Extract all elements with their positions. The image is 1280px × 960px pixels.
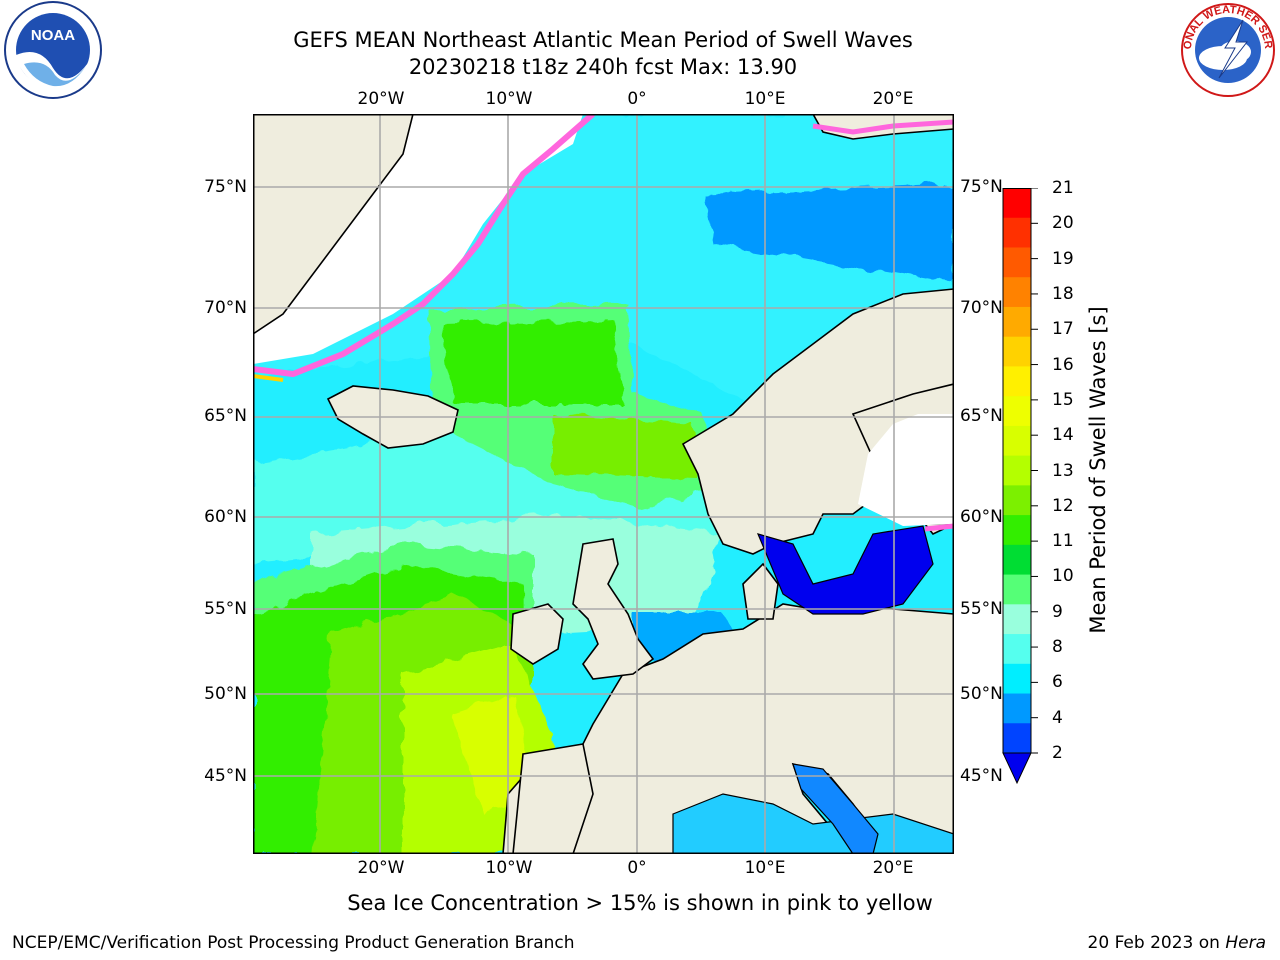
lon-label-top: 0° bbox=[627, 89, 647, 109]
colorbar-tick-label: 4 bbox=[1052, 707, 1063, 728]
colorbar-swatch bbox=[1003, 544, 1031, 576]
lat-label-right: 55°N bbox=[960, 599, 1003, 619]
colorbar-tick-label: 6 bbox=[1052, 672, 1063, 693]
footer-host: Hera bbox=[1225, 933, 1266, 953]
colorbar-swatch bbox=[1003, 188, 1031, 219]
graticule bbox=[253, 114, 954, 854]
footer-date-text: 20 Feb 2023 on bbox=[1087, 933, 1226, 953]
colorbar-tick-label: 17 bbox=[1052, 319, 1074, 340]
sea-ice-note: Sea Ice Concentration > 15% is shown in … bbox=[347, 891, 933, 915]
colorbar-tick-label: 12 bbox=[1052, 495, 1074, 516]
colorbar-swatch bbox=[1003, 634, 1031, 665]
lat-label-right: 75°N bbox=[960, 177, 1003, 197]
colorbar-swatch bbox=[1003, 306, 1031, 338]
lat-label-left: 60°N bbox=[204, 507, 247, 527]
footer-credit: NCEP/EMC/Verification Post Processing Pr… bbox=[12, 933, 575, 953]
colorbar-tick-label: 20 bbox=[1052, 213, 1074, 234]
colorbar-swatch bbox=[1003, 247, 1031, 278]
lat-label-left: 50°N bbox=[204, 684, 247, 704]
lat-label-right: 60°N bbox=[960, 507, 1003, 527]
colorbar-tick-label: 21 bbox=[1052, 178, 1074, 198]
lon-label-bottom: 20°W bbox=[357, 858, 405, 878]
lon-label-top: 10°E bbox=[744, 89, 786, 109]
colorbar-swatch bbox=[1003, 663, 1031, 695]
map-subtitle: 20230218 t18z 240h fcst Max: 13.90 bbox=[408, 55, 798, 79]
colorbar-tick-label: 2 bbox=[1052, 743, 1063, 763]
colorbar-tick-label: 13 bbox=[1052, 460, 1074, 481]
colorbar-swatch bbox=[1003, 574, 1031, 605]
lat-label-left: 75°N bbox=[204, 177, 247, 197]
colorbar-swatch bbox=[1003, 366, 1031, 397]
colorbar-swatch bbox=[1003, 277, 1031, 308]
national-weather-service-logo-icon: NATIONAL WEATHER SERVICE bbox=[1169, 0, 1280, 110]
colorbar-swatch bbox=[1003, 515, 1031, 546]
colorbar-tick-label: 11 bbox=[1052, 531, 1074, 552]
colorbar bbox=[1002, 187, 1052, 788]
lat-label-left: 65°N bbox=[204, 406, 247, 426]
footer-date: 20 Feb 2023 on Hera bbox=[1088, 933, 1266, 953]
colorbar-tick-label: 10 bbox=[1052, 566, 1074, 587]
lon-label-bottom: 10°W bbox=[485, 858, 533, 878]
swell-period-map bbox=[253, 114, 954, 854]
lat-label-left: 45°N bbox=[204, 766, 247, 786]
svg-text:NOAA: NOAA bbox=[31, 27, 75, 44]
colorbar-tick-label: 19 bbox=[1052, 248, 1074, 269]
colorbar-tick-label: 16 bbox=[1052, 354, 1074, 375]
lat-label-left: 70°N bbox=[204, 298, 247, 318]
map-title: GEFS MEAN Northeast Atlantic Mean Period… bbox=[293, 28, 913, 52]
lon-label-bottom: 0° bbox=[627, 858, 647, 878]
colorbar-tick-label: 14 bbox=[1052, 425, 1074, 446]
colorbar-extend-min bbox=[1002, 752, 1032, 785]
colorbar-label: Mean Period of Swell Waves [s] bbox=[1086, 306, 1110, 634]
lat-label-left: 55°N bbox=[204, 599, 247, 619]
colorbar-swatch bbox=[1003, 723, 1031, 754]
lon-label-top: 10°W bbox=[485, 89, 533, 109]
lat-label-right: 70°N bbox=[960, 298, 1003, 318]
map-frame bbox=[253, 114, 954, 854]
colorbar-swatches bbox=[1002, 187, 1038, 785]
colorbar-swatch bbox=[1003, 425, 1031, 457]
lon-label-bottom: 10°E bbox=[744, 858, 786, 878]
lat-label-right: 45°N bbox=[960, 766, 1003, 786]
colorbar-tick-label: 15 bbox=[1052, 389, 1074, 410]
lon-label-top: 20°E bbox=[872, 89, 914, 109]
colorbar-tick-label: 18 bbox=[1052, 283, 1074, 304]
lon-label-top: 20°W bbox=[357, 89, 405, 109]
colorbar-swatch bbox=[1003, 455, 1031, 486]
colorbar-swatch bbox=[1003, 217, 1031, 249]
colorbar-swatch bbox=[1003, 693, 1031, 724]
lat-label-right: 65°N bbox=[960, 406, 1003, 426]
colorbar-swatch bbox=[1003, 396, 1031, 427]
colorbar-swatch bbox=[1003, 604, 1031, 635]
colorbar-ticks: 21 20 19 18 17 16 15 14 13 12 11 10 9 8 6 4 2 bbox=[1052, 178, 1092, 788]
colorbar-swatch bbox=[1003, 485, 1031, 516]
lon-label-bottom: 20°E bbox=[872, 858, 914, 878]
lat-label-right: 50°N bbox=[960, 684, 1003, 704]
noaa-logo-icon: NOAA bbox=[0, 0, 110, 110]
colorbar-swatch bbox=[1003, 336, 1031, 368]
colorbar-tick-label: 9 bbox=[1052, 601, 1063, 622]
colorbar-tick-label: 8 bbox=[1052, 637, 1063, 658]
